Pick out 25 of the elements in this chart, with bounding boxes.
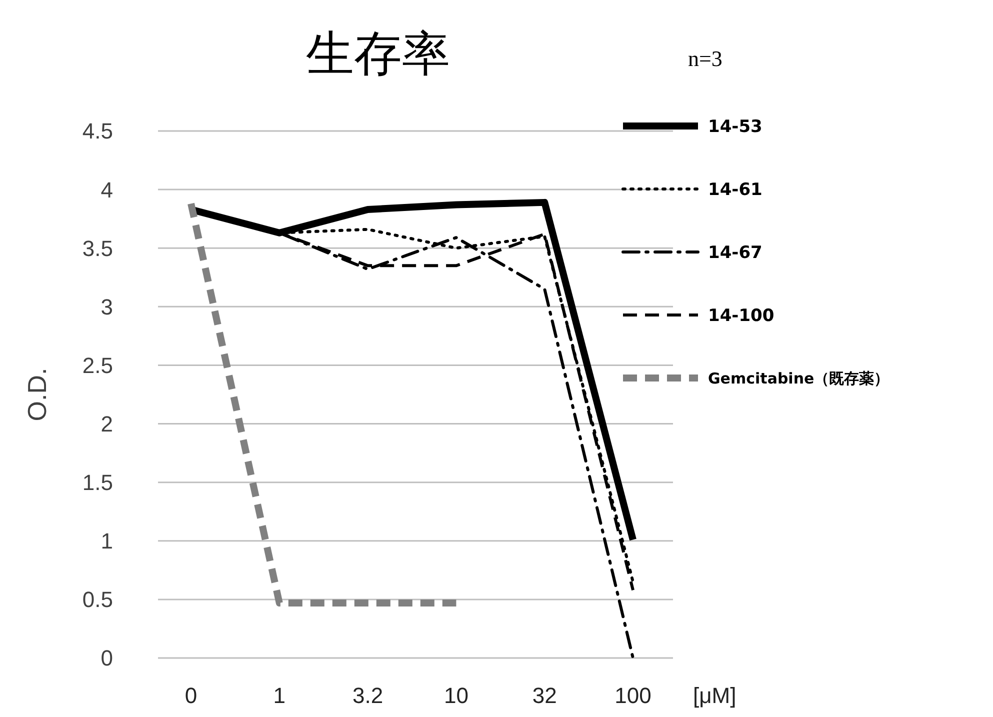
legend-label: Gemcitabine（既存薬）	[708, 369, 890, 388]
legend-label: 14-67	[708, 242, 762, 263]
x-tick-label: 100	[614, 683, 652, 708]
y-tick-label: 2.5	[82, 352, 113, 378]
y-tick-label: 1	[100, 528, 113, 554]
y-tick-label: 2	[100, 411, 113, 436]
y-tick-label: 4	[100, 177, 113, 202]
legend-label: 14-100	[708, 306, 774, 326]
y-tick-label: 0	[100, 646, 113, 671]
y-axis-title: O.D.	[22, 368, 52, 422]
x-tick-label: 3.2	[352, 683, 384, 708]
legend-label: 14-53	[708, 116, 762, 137]
x-tick-label: 10	[444, 683, 468, 708]
y-tick-label: 0.5	[82, 587, 113, 612]
x-tick-label: 1	[273, 683, 286, 708]
x-tick-label: 32	[532, 683, 557, 708]
y-tick-label: 4.5	[82, 118, 113, 144]
chart-title: 生存率	[306, 26, 450, 82]
y-tick-label: 1.5	[82, 470, 113, 496]
text: n=3	[688, 46, 722, 71]
x-axis-title: [μM]	[693, 683, 736, 708]
y-tick-label: 3.5	[82, 236, 113, 261]
y-tick-label: 3	[100, 294, 113, 320]
legend-label: 14-61	[708, 180, 762, 200]
x-tick-label: 0	[184, 683, 198, 708]
